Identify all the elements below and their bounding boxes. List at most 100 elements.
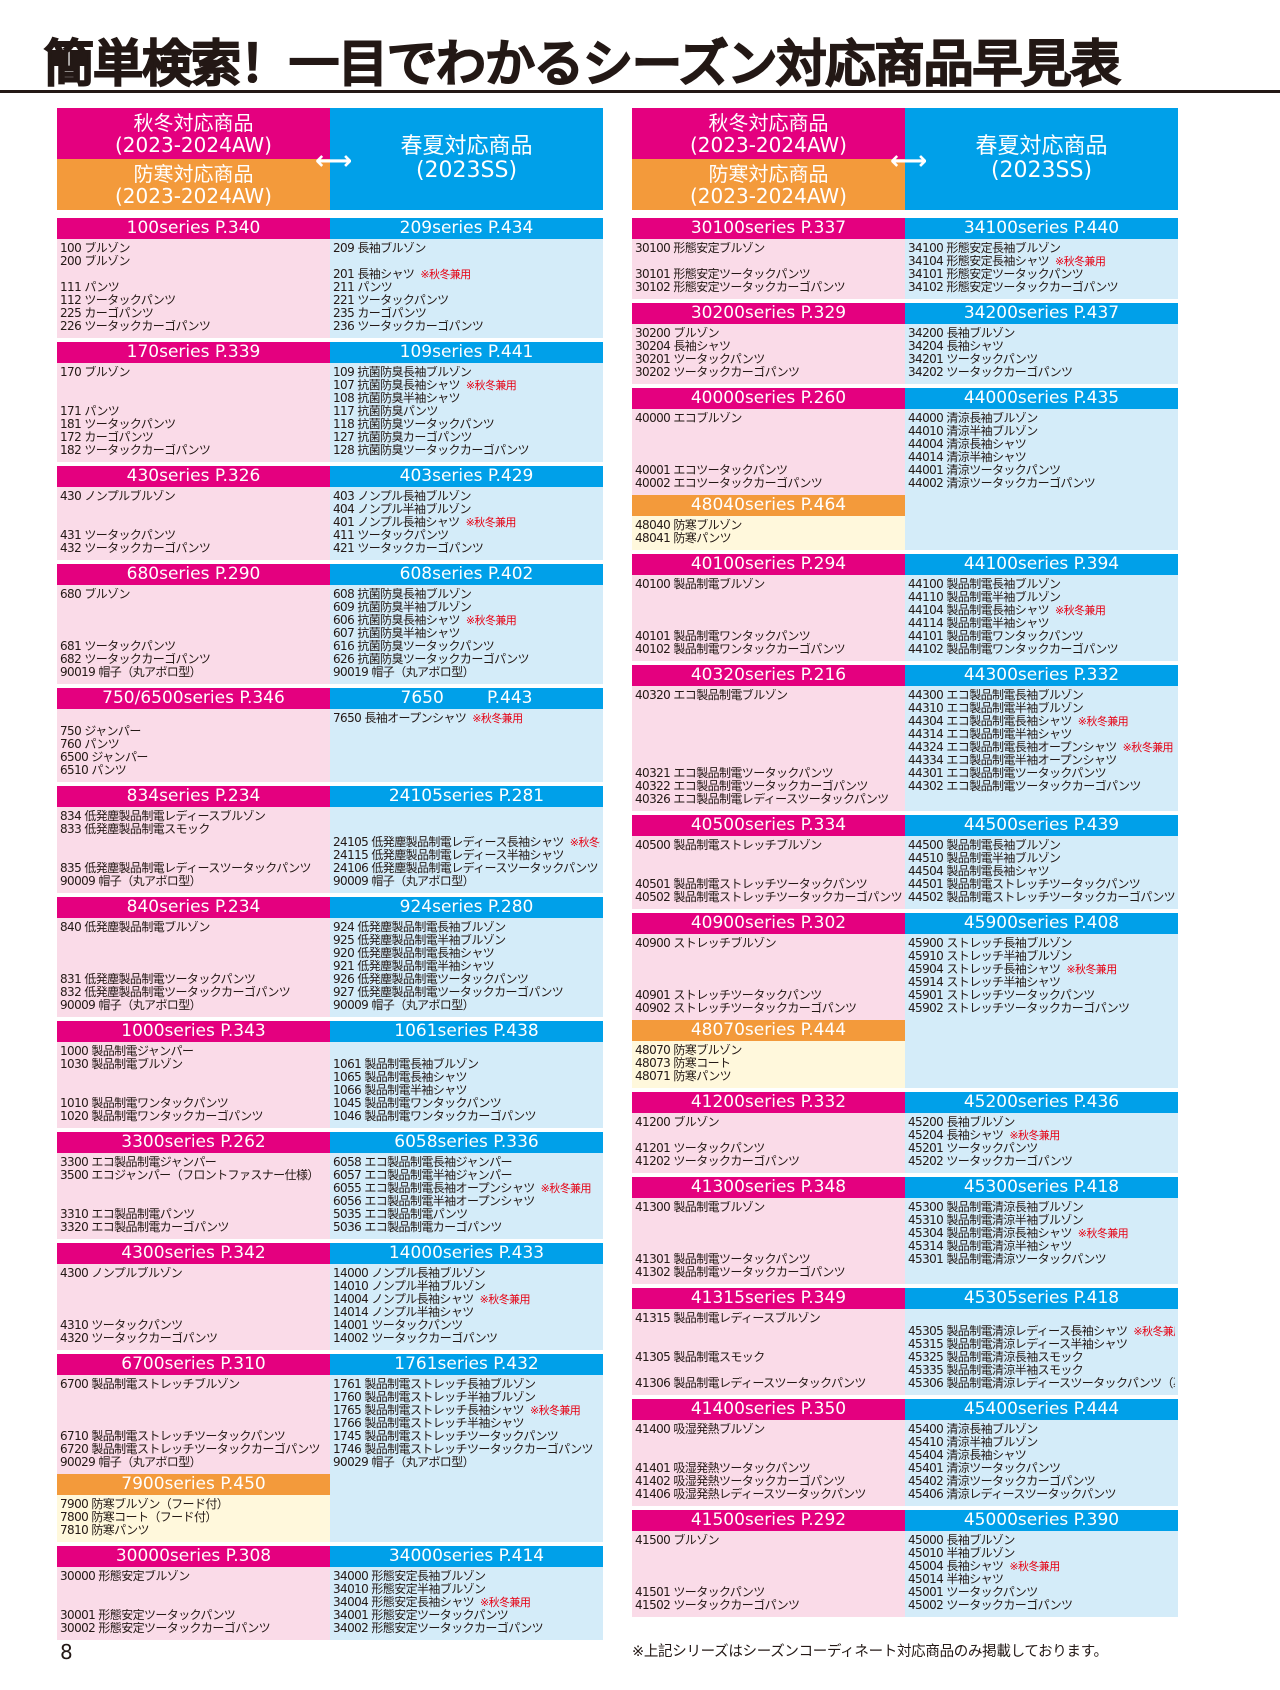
product-text: 401 ノンプル長袖シャツ	[333, 516, 460, 529]
spring-summer-series: 1061series P.438 1061 製品制電長袖ブルゾン 1065 製品制電…	[330, 1021, 603, 1128]
product-line: 44004 清涼長袖シャツ	[908, 438, 1027, 451]
series-header: 24105series P.281	[330, 786, 603, 807]
spacer-line	[333, 255, 600, 268]
autumn-compatible-note: ※秋冬兼用	[465, 379, 517, 392]
spacer-line	[635, 963, 902, 976]
product-line: 1745 製品制電ストレッチツータックパンツ	[333, 1430, 559, 1443]
spring-summer-series: 14000series P.433 14000 ノンプル長袖ブルゾン 14010 ノ…	[330, 1243, 603, 1350]
series-row: 680series P.290 680 ブルゾン 681 ツータックパンツ 682 ツ…	[57, 564, 603, 684]
product-line: 1020 製品制電ワンタックカーゴパンツ	[60, 1110, 264, 1123]
series-items: 44500 製品制電長袖ブルゾン 44510 製品制電半袖ブルゾン 44504 製品…	[905, 836, 1178, 909]
autumn-winter-series: 3300series P.262 3300 エコ製品制電ジャンパー 3500 エコジ…	[57, 1132, 330, 1239]
spacer-line	[635, 1449, 902, 1462]
product-line: 840 低発塵製品制電ブルゾン	[60, 921, 210, 934]
spring-summer-series: 403series P.429 403 ノンプル長袖ブルゾン 404 ノンプル半袖ブ…	[330, 466, 603, 560]
series-header: 45900series P.408	[905, 913, 1178, 934]
autumn-winter-series: 4300series P.342 4300 ノンプルブルゾン 4310 ツータックパ…	[57, 1243, 330, 1350]
spacer-line	[60, 503, 327, 516]
product-line: 40101 製品制電ワンタックパンツ	[635, 630, 811, 643]
spacer-line	[635, 591, 902, 604]
product-line: 40502 製品制電ストレッチツータックカーゴパンツ	[635, 891, 902, 904]
product-line: 90029 帽子（丸アポロ型）	[333, 1456, 475, 1469]
series-items: 34000 形態安定長袖ブルゾン 34010 形態安定半袖ブルゾン 34004 形態…	[330, 1567, 603, 1640]
product-line: 760 パンツ	[60, 738, 120, 751]
product-line: 235 カーゴパンツ	[333, 307, 427, 320]
autumn-winter-series: 100series P.340 100 ブルゾン 200 ブルゾン 111 パンツ 11…	[57, 218, 330, 338]
product-line: 44110 製品制電半袖ブルゾン	[908, 591, 1061, 604]
cold-series-header: 48040series P.464	[632, 495, 905, 516]
product-line: 225 カーゴパンツ	[60, 307, 154, 320]
product-line: 221 ツータックパンツ	[333, 294, 449, 307]
series-table-right: 秋冬対応商品 (2023-2024AW) 防寒対応商品 (2023-2024AW) 春夏…	[632, 108, 1178, 1621]
product-line: 14010 ノンプル半袖ブルゾン	[333, 1280, 486, 1293]
spacer-line	[60, 379, 327, 392]
series-header: 45400series P.444	[905, 1399, 1178, 1420]
product-line: 30102 形態安定ツータックカーゴパンツ	[635, 281, 846, 294]
spring-summer-series: 44500series P.439 44500 製品制電長袖ブルゾン 44510 製…	[905, 815, 1178, 909]
spring-summer-series: 109series P.441 109 抗菌防臭長袖ブルゾン 107 抗菌防臭長袖シ…	[330, 342, 603, 462]
column-legend: 秋冬対応商品 (2023-2024AW) 防寒対応商品 (2023-2024AW) 春夏…	[632, 108, 1178, 210]
product-line: 45910 ストレッチ半袖ブルゾン	[908, 950, 1072, 963]
series-items: 109 抗菌防臭長袖ブルゾン 107 抗菌防臭長袖シャツ ※秋冬兼用 108 抗菌防臭…	[330, 363, 603, 462]
series-header: 750/6500series P.346	[57, 688, 330, 709]
product-line: 45010 半袖ブルゾン	[908, 1547, 1015, 1560]
product-line: 34002 形態安定ツータックカーゴパンツ	[333, 1622, 544, 1635]
spring-summer-series: 45200series P.436 45200 長袖ブルゾン 45204 長袖シャツ…	[905, 1092, 1178, 1173]
product-line: 1000 製品制電ジャンパー	[60, 1045, 194, 1058]
spring-summer-series: 34200series P.437 34200 長袖ブルゾン 34204 長袖シャツ…	[905, 303, 1178, 384]
series-header: 6058series P.336	[330, 1132, 603, 1153]
series-row: 40320series P.216 40320 エコ製品制電ブルゾン 40321 エ…	[632, 665, 1178, 811]
autumn-winter-series: 40320series P.216 40320 エコ製品制電ブルゾン 40321 エ…	[632, 665, 905, 811]
spacer-line	[60, 712, 327, 725]
product-line: 45901 ストレッチツータックパンツ	[908, 989, 1095, 1002]
spacer-line	[635, 617, 902, 630]
series-row: 840series P.234 840 低発塵製品制電ブルゾン 831 低発塵製品制…	[57, 897, 603, 1017]
series-row: 1000series P.343 1000 製品制電ジャンパー 1030 製品制電ブ…	[57, 1021, 603, 1128]
product-line: 921 低発塵製品制電半袖シャツ	[333, 960, 495, 973]
spacer-line	[333, 810, 600, 823]
series-header: 45300series P.418	[905, 1177, 1178, 1198]
product-line: 45406 清涼レディースツータックパンツ	[908, 1488, 1117, 1501]
product-line: 6510 パンツ	[60, 764, 127, 777]
autumn-winter-series: 834series P.234 834 低発塵製品制電レディースブルゾン 833 低…	[57, 786, 330, 893]
footnote: ※上記シリーズはシーズンコーディネート対応商品のみ掲載しております。	[632, 1644, 1108, 1660]
spacer-line	[635, 604, 902, 617]
series-header: 34200series P.437	[905, 303, 1178, 324]
product-text: 45305 製品制電清涼レディース長袖シャツ	[908, 1325, 1128, 1338]
series-items: 41315 製品制電レディースブルゾン 41305 製品制電スモック 41306 製…	[632, 1309, 905, 1395]
product-line: 181 ツータックパンツ	[60, 418, 176, 431]
product-line: 44304 エコ製品制電長袖シャツ ※秋冬兼用	[908, 715, 1175, 728]
series-items: 430 ノンプルブルゾン 431 ツータックパンツ 432 ツータックカーゴパンツ	[57, 487, 330, 560]
cold-season: (2023-2024AW)	[115, 183, 272, 208]
autumn-winter-series: 6700series P.310 6700 製品制電ストレッチブルゾン 6710 製…	[57, 1354, 330, 1542]
product-line: 831 低発塵製品制電ツータックパンツ	[60, 973, 256, 986]
series-items: 34200 長袖ブルゾン 34204 長袖シャツ 34201 ツータックパンツ 342…	[905, 324, 1178, 384]
series-row: 834series P.234 834 低発塵製品制電レディースブルゾン 833 低…	[57, 786, 603, 893]
product-line: 34204 長袖シャツ	[908, 340, 1004, 353]
product-line: 411 ツータックパンツ	[333, 529, 449, 542]
product-line: 45315 製品制電清涼レディース半袖シャツ	[908, 1338, 1128, 1351]
product-line: 45310 製品制電清涼半袖ブルゾン	[908, 1214, 1084, 1227]
product-line: 626 抗菌防臭ツータックカーゴパンツ	[333, 653, 530, 666]
product-line: 6710 製品制電ストレッチツータックパンツ	[60, 1430, 286, 1443]
aw-legend: 秋冬対応商品 (2023-2024AW) 防寒対応商品 (2023-2024AW)	[632, 108, 905, 210]
series-items: 403 ノンプル長袖ブルゾン 404 ノンプル半袖ブルゾン 401 ノンプル長袖シャ…	[330, 487, 603, 560]
spacer-line	[635, 1325, 902, 1338]
product-line: 920 低発塵製品制電長袖シャツ	[333, 947, 495, 960]
product-line: 1010 製品制電ワンタックパンツ	[60, 1097, 229, 1110]
autumn-winter-series: 750/6500series P.346 750 ジャンパー 760 パンツ 6500…	[57, 688, 330, 782]
product-line: 48071 防寒パンツ	[635, 1070, 732, 1083]
series-header: 45200series P.436	[905, 1092, 1178, 1113]
product-line: 432 ツータックカーゴパンツ	[60, 542, 211, 555]
cold-protection-legend: 防寒対応商品 (2023-2024AW)	[632, 159, 905, 210]
product-text: 201 長袖シャツ	[333, 268, 415, 281]
product-line: 45410 清涼半袖ブルゾン	[908, 1436, 1038, 1449]
product-line: 607 抗菌防臭半袖シャツ	[333, 627, 461, 640]
product-line: 128 抗菌防臭ツータックカーゴパンツ	[333, 444, 530, 457]
spacer-line	[635, 1338, 902, 1351]
series-items: 680 ブルゾン 681 ツータックパンツ 682 ツータックカーゴパンツ 90019…	[57, 585, 330, 684]
series-row: 6700series P.310 6700 製品制電ストレッチブルゾン 6710 製…	[57, 1354, 603, 1542]
product-line: 34202 ツータックカーゴパンツ	[908, 366, 1073, 379]
series-row: 750/6500series P.346 750 ジャンパー 760 パンツ 6500…	[57, 688, 603, 782]
product-line: 609 抗菌防臭半袖ブルゾン	[333, 601, 472, 614]
